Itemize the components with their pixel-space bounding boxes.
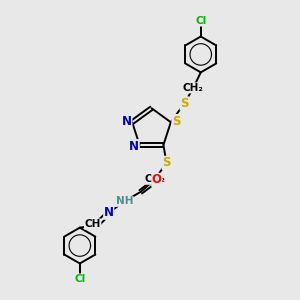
Text: S: S <box>172 115 180 128</box>
Text: H: H <box>92 220 100 230</box>
Text: S: S <box>180 97 189 110</box>
Text: O: O <box>152 173 162 186</box>
Text: S: S <box>162 156 171 169</box>
Text: CH: CH <box>85 219 101 229</box>
Text: Cl: Cl <box>195 16 206 26</box>
Text: N: N <box>129 140 139 153</box>
Text: CH₂: CH₂ <box>145 174 166 184</box>
Text: CH₂: CH₂ <box>183 83 204 93</box>
Text: N: N <box>122 115 132 128</box>
Text: NH: NH <box>116 196 133 206</box>
Text: Cl: Cl <box>74 274 85 284</box>
Text: N: N <box>104 206 114 219</box>
